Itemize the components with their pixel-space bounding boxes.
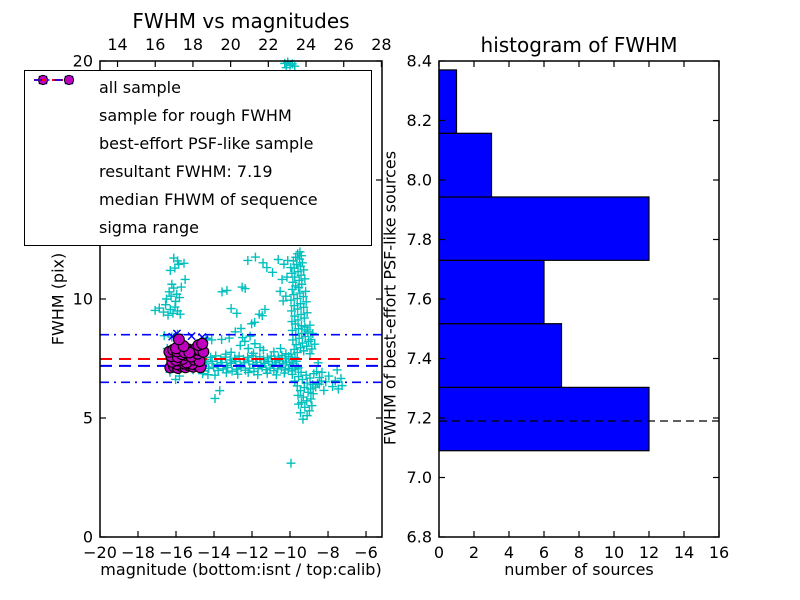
svg-text:16: 16 [145, 35, 165, 54]
histogram-bar [438, 323, 563, 388]
svg-text:2: 2 [469, 543, 479, 562]
svg-text:7.4: 7.4 [407, 349, 432, 368]
legend-label: median FHWM of sequence [99, 190, 318, 209]
legend-label: sample for rough FWHM [99, 106, 292, 125]
histogram-bar [438, 196, 650, 261]
svg-text:14: 14 [107, 35, 127, 54]
scatter-series-2 [163, 333, 210, 374]
legend-label: resultant FWHM: 7.19 [99, 162, 273, 181]
svg-text:7.6: 7.6 [407, 290, 432, 309]
svg-text:22: 22 [258, 35, 278, 54]
svg-text:8: 8 [574, 543, 584, 562]
left-yaxis-label: FWHM (pix) [48, 252, 68, 346]
legend-label: best-effort PSF-like sample [99, 134, 314, 153]
svg-text:6: 6 [539, 543, 549, 562]
left-xaxis-label: magnitude (bottom:isnt / top:calib) [100, 560, 382, 579]
right-xaxis-label: number of sources [504, 560, 654, 579]
legend-entry-sigma-range: sigma range [33, 79, 369, 241]
svg-text:5: 5 [83, 409, 93, 428]
svg-text:20: 20 [220, 35, 240, 54]
svg-text:0: 0 [434, 543, 444, 562]
right-axes-ticks: 0 2 4 6 8 10 12 14 16 6.8 7.0 7.2 7.4 7.6 7.8 8.0 8.2 8.4 [407, 52, 730, 563]
svg-text:10: 10 [73, 290, 93, 309]
histogram-bars [438, 69, 650, 452]
right-yaxis-label: FWHM of best-effort PSF-like sources [380, 150, 400, 446]
histogram-bar [438, 386, 650, 452]
svg-text:12: 12 [639, 543, 659, 562]
svg-text:24: 24 [296, 35, 316, 54]
svg-text:−6: −6 [354, 543, 378, 562]
histogram-bar [438, 132, 493, 198]
svg-text:−14: −14 [197, 543, 231, 562]
svg-text:−10: −10 [273, 543, 307, 562]
legend-label: all sample [99, 78, 181, 97]
scatter-series-0 [150, 57, 347, 468]
left-plot-title: FWHM vs magnitudes [132, 9, 350, 33]
legend-entry-psf-sample: best-effort PSF-like sample [33, 74, 369, 157]
svg-text:8.0: 8.0 [407, 171, 432, 190]
svg-text:0: 0 [83, 528, 93, 547]
svg-text:26: 26 [334, 35, 354, 54]
svg-text:7.0: 7.0 [407, 468, 432, 487]
svg-text:−8: −8 [316, 543, 340, 562]
legend-entry-median-fwhm: median FHWM of sequence [33, 79, 369, 213]
legend-entry-rough-fwhm: sample for rough FWHM [33, 75, 369, 129]
svg-text:6.8: 6.8 [407, 528, 432, 547]
svg-text:7.2: 7.2 [407, 409, 432, 428]
legend: all sample sample for rough FWHM best-ef… [24, 70, 372, 246]
svg-text:−18: −18 [121, 543, 155, 562]
svg-text:8.2: 8.2 [407, 111, 432, 130]
left-axes: −20−18−16−14−12−10−8−6051015201416182022… [73, 35, 392, 562]
svg-text:8.4: 8.4 [407, 52, 432, 71]
svg-text:18: 18 [183, 35, 203, 54]
legend-entry-resultant-fwhm: resultant FWHM: 7.19 [33, 79, 369, 185]
top-calib-axis-ticks: 14 16 18 20 22 24 26 28 [107, 35, 392, 67]
svg-text:10: 10 [604, 543, 624, 562]
svg-text:14: 14 [674, 543, 694, 562]
svg-text:16: 16 [709, 543, 729, 562]
legend-label: sigma range [99, 218, 199, 237]
svg-text:20: 20 [73, 52, 93, 71]
svg-text:4: 4 [504, 543, 514, 562]
svg-text:−12: −12 [235, 543, 269, 562]
histogram-bar [438, 259, 545, 325]
right-axes: 0 2 4 6 8 10 12 14 16 6.8 7.0 7.2 7.4 7.6 7.8 8.0 8.2 8.4 [407, 52, 730, 563]
svg-text:28: 28 [371, 35, 391, 54]
svg-text:−20: −20 [83, 543, 117, 562]
svg-text:−16: −16 [159, 543, 193, 562]
svg-text:7.8: 7.8 [407, 230, 432, 249]
histogram-bar [438, 69, 458, 134]
right-plot-title: histogram of FWHM [480, 33, 678, 57]
